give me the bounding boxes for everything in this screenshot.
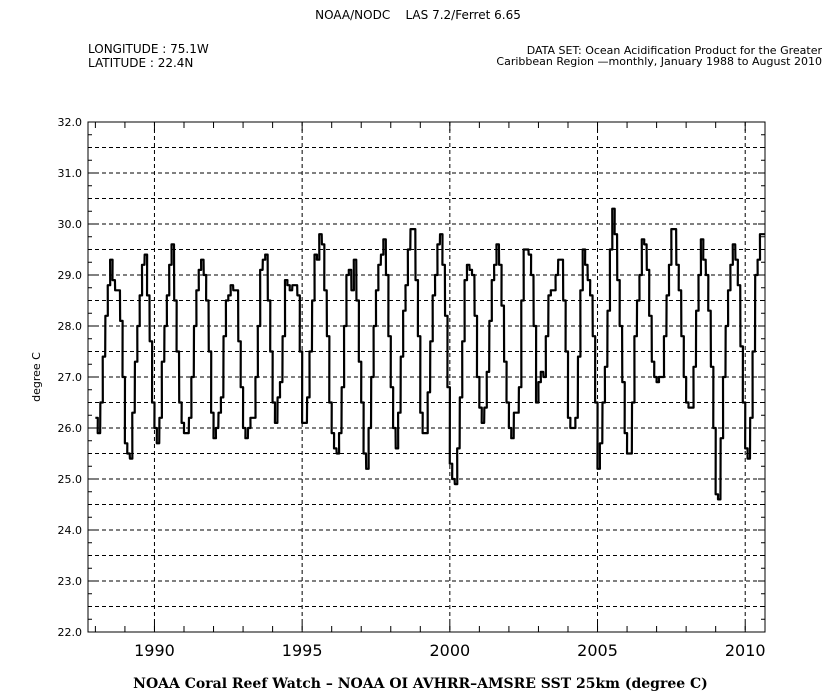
- grid-lines: [88, 122, 765, 632]
- y-tick-labels: 22.0 23.0 24.0 25.0 26.0 27.0 28.0 29.0 30.0 31.0…: [58, 116, 83, 639]
- header-software: LAS 7.2/Ferret 6.65: [405, 8, 521, 22]
- dataset-line-2: Caribbean Region —monthly, January 1988 …: [496, 55, 822, 68]
- y-tick-label: 26.0: [58, 422, 83, 435]
- x-tick-label: 2005: [577, 641, 618, 660]
- y-tick-label: 30.0: [58, 218, 83, 231]
- plot-frame: [87, 121, 766, 633]
- plot-header: NOAA/NODC LAS 7.2/Ferret 6.65: [0, 8, 836, 22]
- y-tick-label: 23.0: [58, 575, 83, 588]
- y-tick-label: 25.0: [58, 473, 83, 486]
- sst-series-line: [95, 207, 765, 501]
- y-tick-label: 31.0: [58, 167, 83, 180]
- x-tick-label: 2010: [725, 641, 766, 660]
- x-tick-label: 1995: [282, 641, 323, 660]
- axis-ticks: [88, 121, 765, 633]
- longitude-label: LONGITUDE : 75.1W: [88, 42, 209, 56]
- x-tick-label: 2000: [429, 641, 470, 660]
- y-axis-label: degree C: [30, 352, 43, 402]
- x-axis-label: NOAA Coral Reef Watch – NOAA OI AVHRR–AM…: [133, 676, 708, 692]
- header-source: NOAA/NODC: [315, 8, 391, 22]
- y-tick-label: 24.0: [58, 524, 83, 537]
- dataset-line-1: DATA SET: Ocean Acidification Product fo…: [526, 44, 822, 57]
- latitude-label: LATITUDE : 22.4N: [88, 56, 194, 70]
- x-tick-labels: 1990 1995 2000 2005 2010: [134, 641, 765, 660]
- x-tick-label: 1990: [134, 641, 175, 660]
- y-tick-label: 29.0: [58, 269, 83, 282]
- y-tick-label: 32.0: [58, 116, 83, 129]
- y-tick-label: 27.0: [58, 371, 83, 384]
- y-tick-label: 22.0: [58, 626, 83, 639]
- y-tick-label: 28.0: [58, 320, 83, 333]
